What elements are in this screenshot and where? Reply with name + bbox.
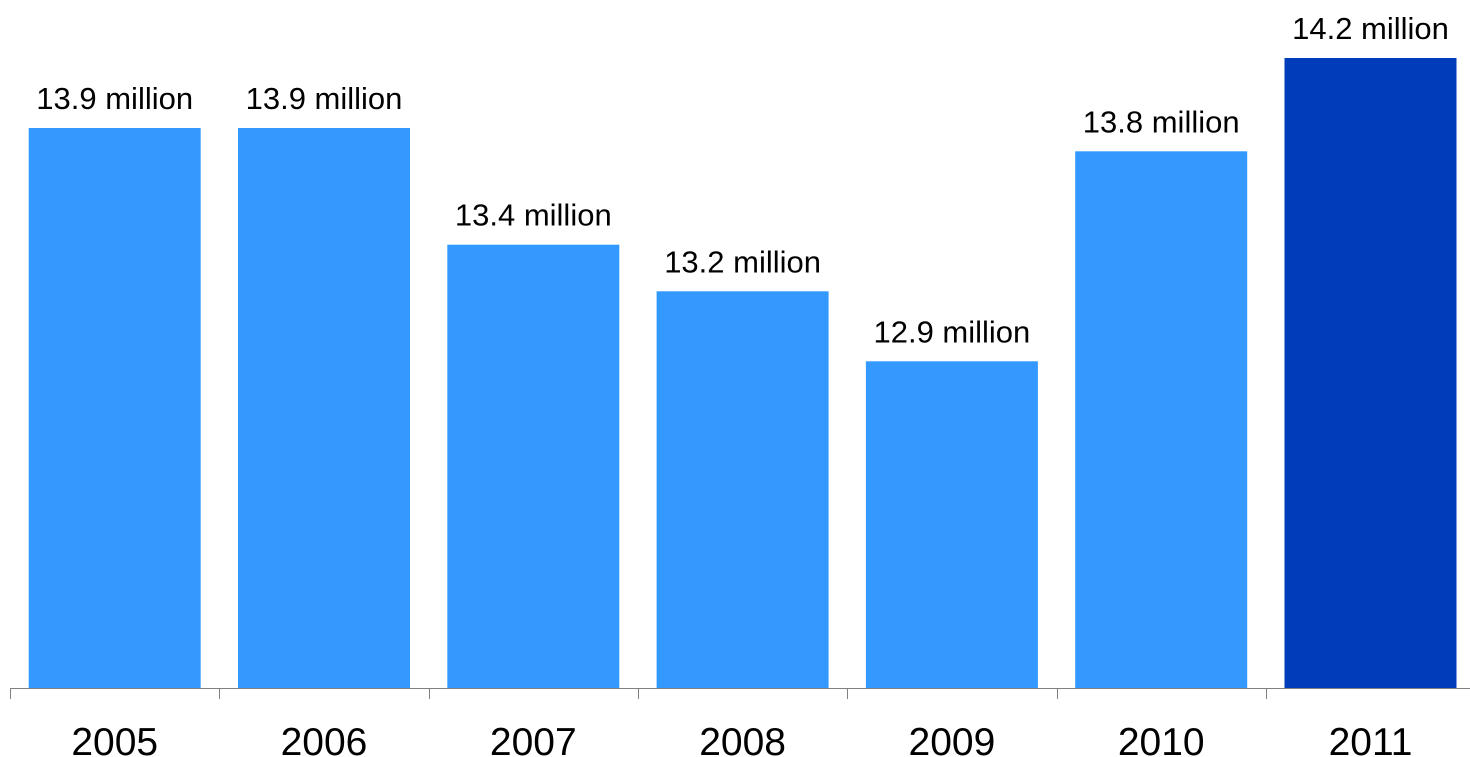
- x-tick-label-2008: 2008: [699, 721, 786, 757]
- bar-2011: [1284, 58, 1457, 688]
- bar-2005: [28, 128, 201, 688]
- x-tick-label-2010: 2010: [1118, 721, 1205, 757]
- data-label-2007: 13.4 million: [455, 198, 612, 233]
- data-label-2005: 13.9 million: [36, 81, 193, 116]
- bar-2010: [1075, 151, 1248, 689]
- x-tick-labels-group: 2005 2006 2007 2008 2009 2010 2011: [71, 721, 1412, 757]
- x-tick-label-2009: 2009: [909, 721, 996, 757]
- bar-2007: [447, 244, 620, 688]
- x-axis: [10, 688, 1470, 699]
- data-label-2009: 12.9 million: [873, 314, 1030, 349]
- x-tick-label-2011: 2011: [1329, 721, 1413, 757]
- data-label-2011: 14.2 million: [1292, 11, 1449, 46]
- data-label-2010: 13.8 million: [1083, 104, 1240, 139]
- bar-2006: [238, 128, 410, 688]
- data-labels-group: 13.9 million 13.9 million 13.4 million 13.2…: [36, 11, 1449, 349]
- x-tick-label-2005: 2005: [71, 721, 158, 757]
- bar-2009: [865, 361, 1038, 688]
- data-label-2006: 13.9 million: [246, 81, 403, 116]
- bar-2008: [656, 291, 829, 688]
- x-tick-label-2006: 2006: [281, 721, 368, 757]
- x-tick-label-2007: 2007: [490, 721, 577, 757]
- data-label-2008: 13.2 million: [664, 244, 821, 279]
- bars-group: [28, 58, 1457, 689]
